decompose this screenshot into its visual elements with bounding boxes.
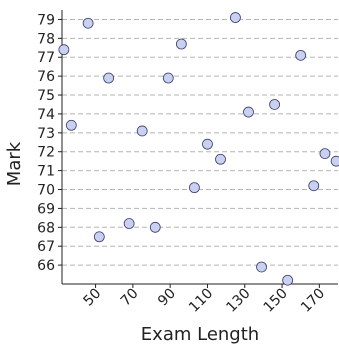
data-point bbox=[136, 125, 148, 137]
data-point bbox=[82, 17, 94, 29]
data-point bbox=[330, 155, 339, 167]
x-tick-label: 70 bbox=[118, 286, 142, 310]
data-point bbox=[319, 148, 331, 160]
x-tick-labels: 50 70 90 110 130 150 170 bbox=[80, 286, 328, 316]
data-point bbox=[202, 138, 213, 150]
data-points bbox=[58, 12, 339, 286]
y-tick-label: 79 bbox=[37, 12, 55, 28]
data-point bbox=[123, 218, 135, 229]
data-point bbox=[230, 12, 241, 23]
data-point bbox=[243, 106, 254, 118]
x-tick-label: 90 bbox=[155, 286, 179, 310]
y-tick-label: 73 bbox=[37, 126, 55, 142]
x-tick-label: 50 bbox=[80, 286, 104, 310]
x-axis-title: Exam Length bbox=[141, 324, 259, 345]
x-tick-label: 130 bbox=[223, 286, 253, 316]
data-point bbox=[58, 44, 70, 56]
y-tick-label: 72 bbox=[37, 145, 55, 161]
y-tick-label: 78 bbox=[37, 31, 55, 47]
data-point bbox=[308, 180, 320, 192]
y-tick-label: 70 bbox=[37, 183, 55, 199]
y-tick-label: 74 bbox=[37, 107, 55, 123]
data-point bbox=[295, 49, 307, 61]
x-tick-label: 150 bbox=[261, 286, 291, 316]
axes bbox=[58, 10, 338, 288]
data-point bbox=[269, 99, 280, 110]
data-point bbox=[162, 72, 174, 84]
data-point bbox=[65, 119, 77, 131]
y-tick-label: 75 bbox=[37, 88, 55, 104]
gridlines bbox=[62, 18, 338, 266]
data-point bbox=[149, 221, 161, 233]
x-tick-label: 110 bbox=[186, 286, 216, 316]
data-point bbox=[175, 38, 187, 50]
y-tick-labels: 66 67 68 69 70 71 72 73 74 75 76 77 78 79 bbox=[37, 12, 55, 274]
y-axis-title: Mark bbox=[4, 141, 25, 186]
data-point bbox=[93, 231, 105, 243]
y-tick-label: 67 bbox=[37, 239, 55, 255]
y-tick-label: 69 bbox=[37, 201, 55, 217]
data-point bbox=[256, 261, 267, 273]
data-point bbox=[215, 153, 226, 165]
data-point bbox=[189, 182, 200, 194]
data-point bbox=[282, 274, 294, 286]
y-tick-label: 66 bbox=[37, 258, 55, 274]
y-tick-label: 71 bbox=[37, 164, 55, 180]
x-tick-label: 170 bbox=[298, 286, 328, 316]
y-tick-label: 76 bbox=[37, 69, 55, 85]
y-tick-label: 77 bbox=[37, 50, 55, 66]
data-point bbox=[103, 72, 115, 84]
y-tick-label: 68 bbox=[37, 220, 55, 236]
